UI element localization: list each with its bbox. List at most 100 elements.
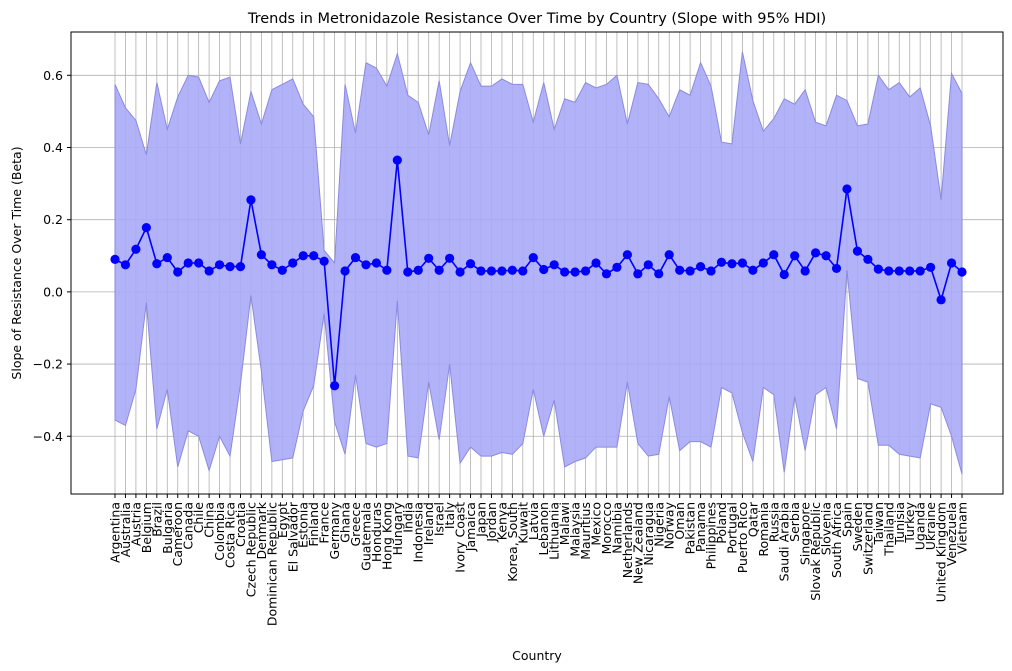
x-tick-label: Spain — [839, 502, 854, 537]
data-point — [329, 381, 340, 391]
data-point — [309, 251, 319, 261]
x-tick-label: Tunisia — [892, 502, 907, 546]
y-axis-ticks: −0.4 −0.2 0.0 0.2 0.4 0.6 — [33, 68, 71, 444]
x-tick-label: Ghana — [338, 502, 353, 543]
x-tick-label: Panama — [693, 502, 708, 552]
x-tick-label: Kuwait — [515, 502, 530, 544]
x-tick-label: Ivory Coast — [453, 502, 468, 573]
data-point — [141, 223, 151, 233]
data-point — [580, 266, 591, 276]
data-point — [194, 258, 204, 268]
data-point — [371, 258, 382, 268]
x-tick-label: Ukraine — [923, 502, 938, 551]
data-point — [570, 267, 580, 277]
x-tick-label: Qatar — [745, 501, 760, 537]
data-point — [800, 266, 810, 276]
data-point — [706, 266, 716, 276]
x-tick-label: Egypt — [275, 502, 290, 538]
x-tick-label: Estonia — [296, 502, 311, 548]
x-tick-label: New Zealand — [630, 502, 645, 584]
data-point — [455, 267, 465, 277]
x-tick-label: Nigeria — [651, 502, 666, 547]
x-tick-label: Malaysia — [568, 502, 583, 557]
x-tick-label: Korea, South — [505, 502, 520, 582]
x-tick-label: Kenya — [494, 502, 509, 540]
data-point — [110, 254, 120, 264]
data-point — [769, 250, 779, 260]
x-tick-label: Italy — [442, 501, 457, 529]
x-tick-label: Argentina — [108, 502, 123, 563]
data-point — [507, 265, 517, 275]
x-tick-label: Netherlands — [620, 502, 635, 578]
data-point — [915, 266, 925, 276]
data-point — [695, 262, 706, 272]
x-tick-label: Czech Republic — [243, 502, 258, 597]
x-tick-label: Puerto Rico — [735, 502, 750, 573]
series-line-layer — [114, 160, 963, 386]
data-point — [842, 184, 852, 194]
data-point — [633, 269, 643, 279]
data-point — [748, 265, 758, 275]
x-tick-label: Portugal — [724, 502, 739, 554]
data-point — [852, 246, 863, 256]
data-point — [549, 260, 559, 270]
data-point — [173, 267, 183, 277]
x-tick-label: Switzerland — [860, 502, 875, 575]
x-tick-label: France — [317, 502, 332, 544]
x-tick-label: Slovenia — [819, 502, 834, 555]
data-point — [884, 266, 894, 276]
data-point — [894, 266, 904, 276]
x-tick-label: Indonesia — [411, 502, 426, 562]
data-point — [654, 269, 664, 279]
x-tick-label: Latvia — [526, 502, 541, 540]
data-point — [486, 266, 497, 276]
data-point — [528, 252, 538, 263]
data-point — [120, 260, 131, 270]
data-point — [465, 259, 476, 269]
x-tick-label: Hungary — [390, 501, 405, 555]
x-tick-label: Chile — [191, 502, 206, 534]
x-tick-label: Denmark — [254, 501, 269, 559]
y-tick-label: −0.2 — [33, 357, 63, 372]
data-point — [225, 262, 235, 272]
data-point — [288, 258, 298, 268]
x-tick-label: Canada — [181, 502, 196, 550]
data-point — [162, 252, 172, 263]
data-point — [204, 266, 214, 276]
data-point — [664, 250, 674, 260]
data-point — [382, 265, 392, 275]
x-tick-label: Finland — [306, 502, 321, 547]
data-point — [560, 267, 570, 277]
data-point — [831, 263, 842, 274]
data-point — [758, 258, 768, 268]
x-tick-label: Israel — [432, 502, 447, 536]
chart-title: Trends in Metronidazole Resistance Over … — [247, 11, 826, 27]
y-tick-label: 0.2 — [43, 212, 63, 227]
y-tick-label: −0.4 — [33, 429, 63, 444]
data-point — [957, 267, 967, 277]
x-tick-label: Honduras — [369, 502, 384, 562]
data-point — [863, 254, 873, 264]
x-tick-label: Mauritius — [578, 502, 593, 560]
data-point — [926, 262, 936, 272]
data-point — [476, 266, 486, 276]
data-point — [434, 265, 444, 275]
x-tick-label: Romania — [756, 502, 771, 557]
data-point — [131, 244, 141, 254]
series-line — [114, 160, 963, 386]
x-tick-label: Australia — [118, 502, 133, 557]
data-point — [612, 262, 622, 272]
x-tick-label: Taiwan — [871, 502, 886, 546]
data-point — [790, 251, 800, 261]
data-point — [361, 260, 371, 270]
data-point — [643, 260, 653, 270]
x-tick-label: India — [400, 502, 415, 533]
x-tick-label: Thailand — [881, 502, 896, 557]
data-point — [946, 258, 957, 268]
data-point — [235, 262, 246, 272]
data-point — [424, 253, 434, 263]
data-point — [319, 256, 329, 266]
x-tick-label: Russia — [766, 502, 781, 542]
x-tick-label: Guatemala — [358, 502, 373, 571]
x-tick-label: Croatia — [233, 502, 248, 547]
